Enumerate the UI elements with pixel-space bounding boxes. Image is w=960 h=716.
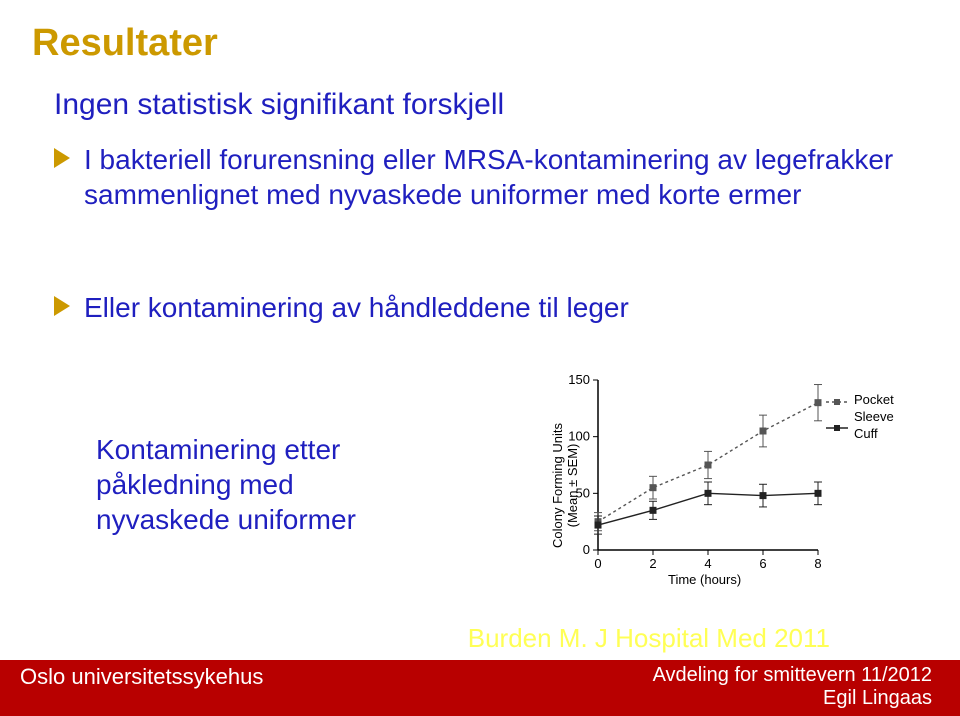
subtitle: Ingen statistisk signifikant forskjell [54, 88, 504, 122]
svg-text:6: 6 [759, 556, 766, 571]
slide-title: Resultater [32, 22, 218, 65]
chart-legend: PocketSleeve Cuff [826, 392, 900, 443]
y-axis-label: Colony Forming Units(Mean ± SEM) [550, 423, 580, 548]
citation: Burden M. J Hospital Med 2011 [468, 623, 830, 654]
footer-right: Avdeling for smittevern 11/2012 Egil Lin… [653, 664, 932, 710]
chart-caption: Kontaminering etter påkledning med nyvas… [96, 432, 356, 537]
bullet-2: Eller kontaminering av håndleddene til l… [54, 290, 894, 325]
cfu-chart: 05010015002468 Colony Forming Units(Mean… [540, 370, 900, 606]
caption-line-3: nyvaskede uniformer [96, 502, 356, 537]
chevron-right-icon [54, 296, 70, 316]
footer-right-line2: Egil Lingaas [653, 687, 932, 710]
svg-text:0: 0 [583, 542, 590, 557]
bullet-1: I bakteriell forurensning eller MRSA-kon… [54, 142, 894, 212]
footer-left: Oslo universitetssykehus [20, 664, 263, 690]
footer-bar: Oslo universitetssykehus Avdeling for sm… [0, 660, 960, 716]
legend-item: Sleeve Cuff [826, 409, 900, 443]
bullet-2-text: Eller kontaminering av håndleddene til l… [84, 290, 629, 325]
svg-text:2: 2 [649, 556, 656, 571]
x-axis-label: Time (hours) [668, 572, 741, 587]
caption-line-1: Kontaminering etter [96, 432, 356, 467]
svg-text:4: 4 [704, 556, 711, 571]
svg-text:0: 0 [594, 556, 601, 571]
bullet-1-text: I bakteriell forurensning eller MRSA-kon… [84, 142, 894, 212]
legend-item: Pocket [826, 392, 900, 409]
footer-right-line1: Avdeling for smittevern 11/2012 [653, 664, 932, 687]
caption-line-2: påkledning med [96, 467, 356, 502]
chevron-right-icon [54, 148, 70, 168]
svg-text:150: 150 [568, 372, 590, 387]
svg-text:8: 8 [814, 556, 821, 571]
